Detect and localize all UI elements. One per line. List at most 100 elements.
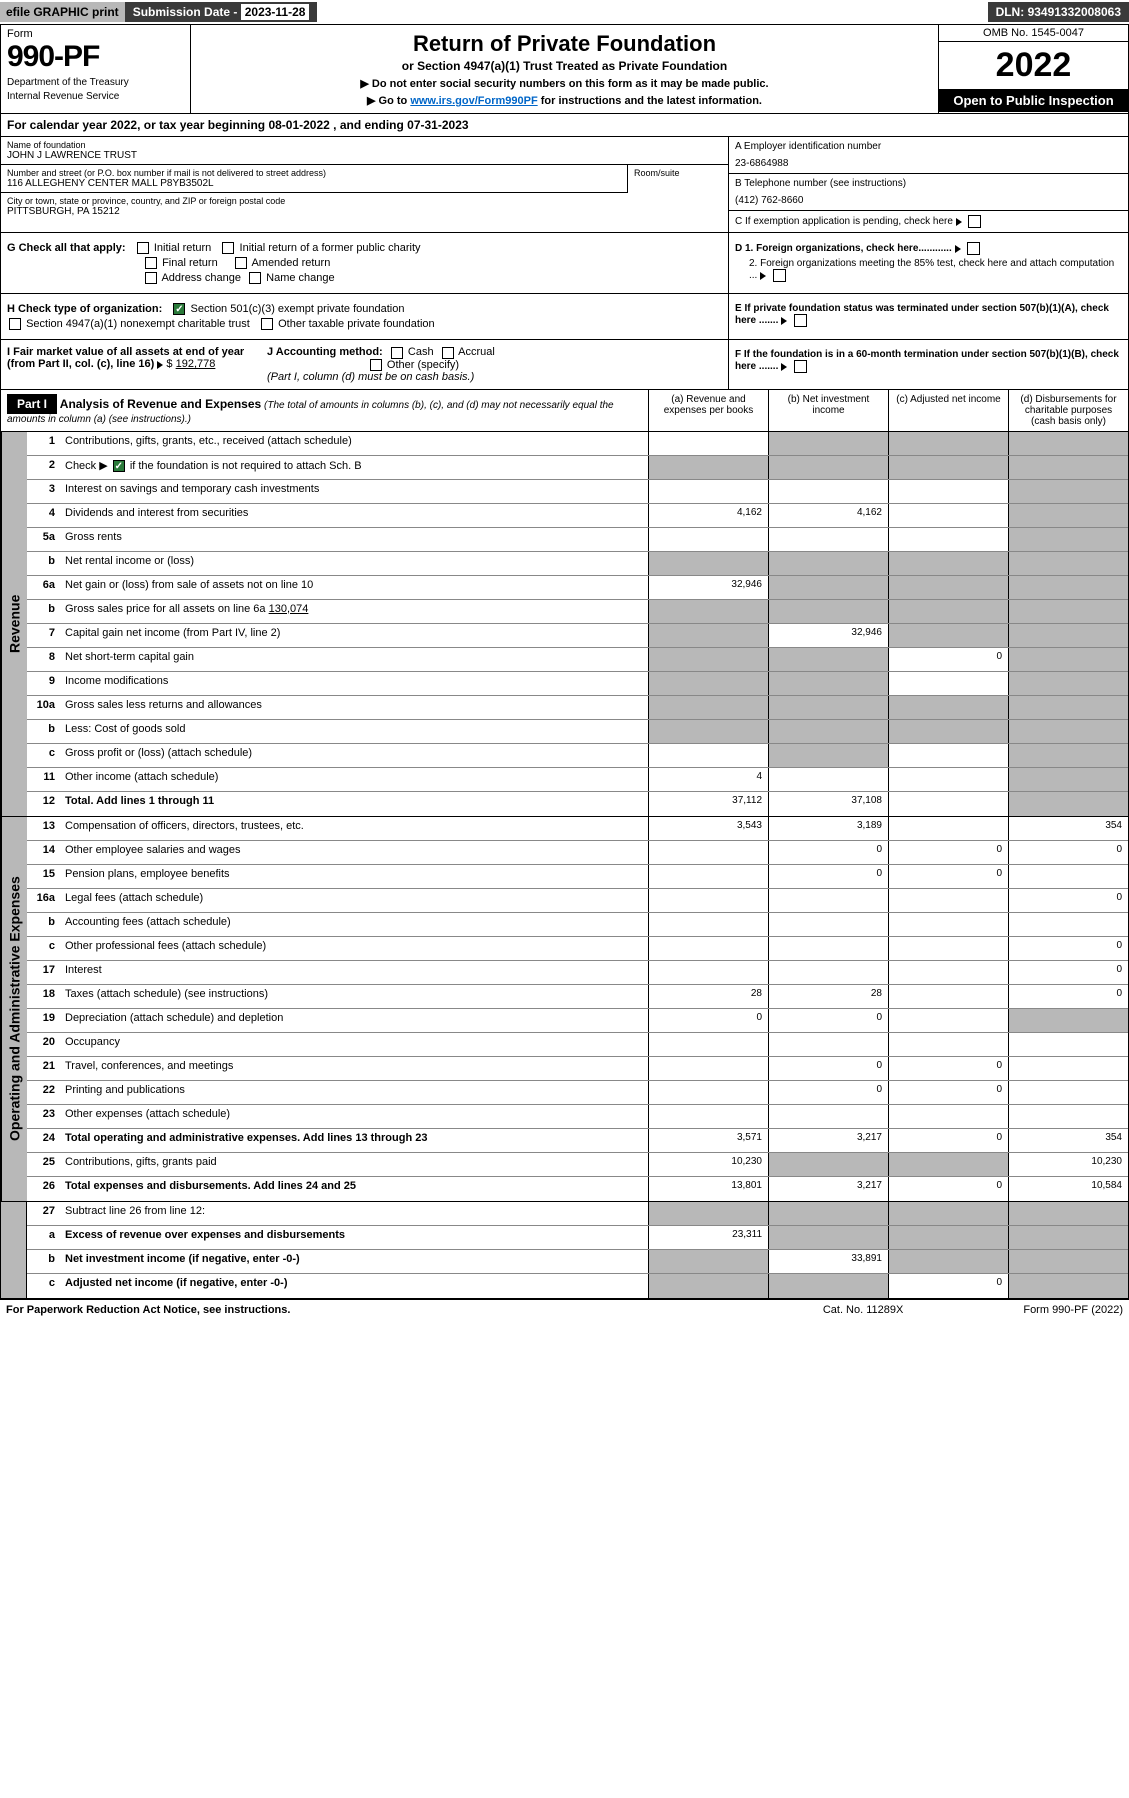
col-b: 3,189 (768, 817, 888, 840)
col-a (648, 456, 768, 479)
j-accrual-checkbox[interactable] (442, 347, 454, 359)
col-d (1008, 720, 1128, 743)
e-checkbox[interactable] (794, 314, 807, 327)
h-line2: Section 4947(a)(1) nonexempt charitable … (7, 318, 722, 330)
table-row: 19Depreciation (attach schedule) and dep… (27, 1009, 1128, 1033)
line-desc: Net short-term capital gain (61, 648, 648, 671)
line-no: 15 (27, 865, 61, 888)
col-a: 37,112 (648, 792, 768, 816)
c-label: C If exemption application is pending, c… (735, 216, 953, 227)
g-opt-4: Amended return (251, 257, 330, 269)
col-d (1008, 1226, 1128, 1249)
top-bar: efile GRAPHIC print Submission Date - 20… (0, 0, 1129, 24)
g-opt-1: Final return (162, 257, 218, 269)
line-desc: Accounting fees (attach schedule) (61, 913, 648, 936)
g-initial-return-checkbox[interactable] (137, 242, 149, 254)
inst2-pre: ▶ Go to (367, 95, 410, 107)
h-other-taxable-checkbox[interactable] (261, 318, 273, 330)
col-b: 3,217 (768, 1129, 888, 1152)
omb-number: OMB No. 1545-0047 (939, 25, 1128, 42)
h-4947-checkbox[interactable] (9, 318, 21, 330)
col-b-header: (b) Net investment income (768, 390, 888, 431)
line-no: 10a (27, 696, 61, 719)
col-b (768, 744, 888, 767)
part1-header: Part I Analysis of Revenue and Expenses … (1, 390, 648, 431)
blank-side (1, 1202, 27, 1298)
col-a: 3,543 (648, 817, 768, 840)
exempt-pending-cell: C If exemption application is pending, c… (729, 211, 1128, 232)
col-d (1008, 456, 1128, 479)
col-d (1008, 768, 1128, 791)
line-no: 23 (27, 1105, 61, 1128)
f-line: F If the foundation is in a 60-month ter… (735, 349, 1122, 373)
line-no: 2 (27, 456, 61, 479)
line-desc: Total operating and administrative expen… (61, 1129, 648, 1152)
i-j-group: I Fair market value of all assets at end… (1, 340, 728, 388)
open-to-public: Open to Public Inspection (939, 89, 1128, 112)
col-c (888, 1226, 1008, 1249)
col-d (1008, 672, 1128, 695)
line-desc: Other employee salaries and wages (61, 841, 648, 864)
table-row: 5aGross rents (27, 528, 1128, 552)
col-a (648, 624, 768, 647)
d1-checkbox[interactable] (967, 242, 980, 255)
g-final-return-checkbox[interactable] (145, 257, 157, 269)
col-c: 0 (888, 1177, 1008, 1201)
table-row: 11Other income (attach schedule)4 (27, 768, 1128, 792)
col-a (648, 720, 768, 743)
table-row: 24Total operating and administrative exp… (27, 1129, 1128, 1153)
line-desc: Printing and publications (61, 1081, 648, 1104)
col-b: 32,946 (768, 624, 888, 647)
i-value: 192,778 (176, 358, 216, 370)
line-desc: Compensation of officers, directors, tru… (61, 817, 648, 840)
j-cell: J Accounting method: Cash Accrual Other … (247, 346, 722, 382)
col-c (888, 624, 1008, 647)
col-b: 3,217 (768, 1177, 888, 1201)
addr-label: Number and street (or P.O. box number if… (7, 168, 621, 178)
j-other-checkbox[interactable] (370, 359, 382, 371)
col-a (648, 1250, 768, 1273)
line-desc: Interest on savings and temporary cash i… (61, 480, 648, 503)
col-a: 28 (648, 985, 768, 1008)
col-a (648, 744, 768, 767)
c-checkbox[interactable] (968, 215, 981, 228)
arrow-icon (956, 218, 962, 226)
col-b (768, 480, 888, 503)
line-no: b (27, 552, 61, 575)
g-initial-public-checkbox[interactable] (222, 242, 234, 254)
h-501c3-checkbox[interactable] (173, 303, 185, 315)
foundation-name-cell: Name of foundation JOHN J LAWRENCE TRUST (1, 137, 728, 165)
expenses-side-label: Operating and Administrative Expenses (1, 817, 27, 1201)
city-cell: City or town, state or province, country… (1, 193, 728, 220)
footer-catno: Cat. No. 11289X (823, 1304, 904, 1316)
f-checkbox[interactable] (794, 360, 807, 373)
col-a: 32,946 (648, 576, 768, 599)
arrow-icon (781, 363, 787, 371)
sch-b-checkbox[interactable] (113, 460, 125, 472)
col-b (768, 768, 888, 791)
e-label: E If private foundation status was termi… (735, 303, 1109, 326)
col-a (648, 937, 768, 960)
g-amended-return-checkbox[interactable] (235, 257, 247, 269)
col-a (648, 1105, 768, 1128)
irs-link[interactable]: www.irs.gov/Form990PF (410, 95, 537, 107)
j-note: (Part I, column (d) must be on cash basi… (267, 371, 474, 383)
col-b: 0 (768, 1081, 888, 1104)
d2-checkbox[interactable] (773, 269, 786, 282)
line-desc: Net rental income or (loss) (61, 552, 648, 575)
line-desc: Gross sales less returns and allowances (61, 696, 648, 719)
table-row: 10aGross sales less returns and allowanc… (27, 696, 1128, 720)
col-a: 10,230 (648, 1153, 768, 1176)
g-label: G Check all that apply: (7, 242, 126, 254)
j-label: J Accounting method: (267, 346, 383, 358)
table-row: 9Income modifications (27, 672, 1128, 696)
tax-year: 2022 (939, 42, 1128, 89)
g-name-change-checkbox[interactable] (249, 272, 261, 284)
col-b (768, 1202, 888, 1225)
sub-date-value: 2023-11-28 (241, 4, 310, 20)
g-address-change-checkbox[interactable] (145, 272, 157, 284)
arrow-icon (760, 272, 766, 280)
line-no: b (27, 600, 61, 623)
col-d (1008, 1250, 1128, 1273)
j-cash-checkbox[interactable] (391, 347, 403, 359)
